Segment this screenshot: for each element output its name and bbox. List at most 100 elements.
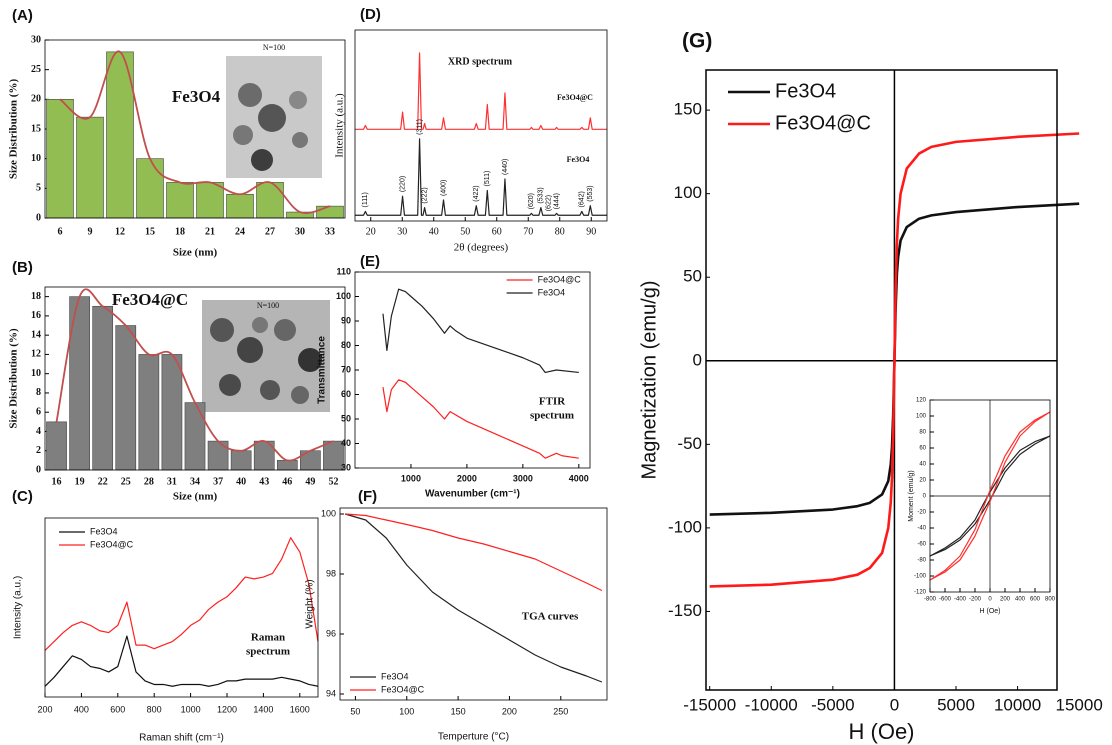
- series-line: [345, 513, 603, 592]
- panel: (F) Temperture (°C) Weight (%) 94 96 98 100 50 1…: [305, 488, 608, 743]
- y-tick-label: 0: [923, 494, 927, 500]
- peak-label: (553): [587, 185, 594, 201]
- x-tick-label: 15: [145, 226, 155, 237]
- x-tick-label: 250: [553, 706, 568, 716]
- peak-label: (222): [421, 187, 428, 203]
- bar: [138, 354, 160, 471]
- x-tick-label: 10000: [994, 695, 1041, 714]
- x-tick-label: 400: [74, 704, 89, 714]
- panel: (A) Size (nm) Size Distribution (%) 0 5 10 15 2…: [8, 7, 346, 259]
- y-tick-label: -20: [917, 510, 926, 516]
- peak-label: (111): [362, 192, 369, 207]
- bar: [184, 402, 206, 471]
- bar: [92, 305, 114, 471]
- bar: [115, 325, 137, 471]
- peak-label: (440): [502, 159, 509, 175]
- y-tick-label: 100: [321, 508, 336, 518]
- inset-image: [226, 56, 322, 178]
- annotation: spectrum: [530, 410, 574, 422]
- peak-label: (620): [528, 193, 535, 209]
- x-tick-label: 19: [75, 476, 85, 487]
- x-tick-label: -5000: [811, 695, 854, 714]
- legend-label: Fe3O4: [90, 526, 118, 536]
- x-tick-label: 20: [366, 226, 376, 237]
- x-tick-label: 52: [328, 476, 338, 487]
- x-tick-label: 15000: [1056, 695, 1103, 714]
- inset-image: [202, 300, 330, 412]
- bar: [230, 450, 252, 471]
- bar: [256, 182, 284, 219]
- x-tick-label: -15000: [683, 695, 736, 714]
- y-tick-label: 10: [31, 368, 41, 379]
- x-tick-label: -200: [969, 597, 982, 603]
- x-tick-label: 3000: [513, 473, 533, 483]
- y-tick-label: -50: [677, 434, 702, 453]
- bar: [106, 51, 134, 219]
- y-tick-label: 18: [31, 291, 41, 302]
- y-tick-label: 15: [31, 123, 41, 134]
- x-tick-label: 31: [167, 476, 177, 487]
- peak-label: (533): [538, 187, 545, 203]
- bar: [46, 99, 74, 219]
- bar: [207, 440, 229, 471]
- y-axis-label: Size Distribution (%): [8, 79, 20, 180]
- y-tick-label: -40: [917, 526, 926, 532]
- x-tick-label: 22: [98, 476, 108, 487]
- series-line: [355, 138, 607, 216]
- y-tick-label: 0: [36, 212, 41, 223]
- peak-label: (444): [553, 193, 560, 209]
- legend-label: Fe3O4@C: [538, 274, 582, 284]
- legend-label: Fe3O4@C: [381, 684, 425, 694]
- legend-label: Fe3O4@C: [557, 93, 593, 102]
- y-tick-label: 50: [341, 413, 351, 423]
- x-tick-label: 50: [350, 706, 360, 716]
- peak-label: (422): [473, 185, 480, 201]
- fit-curve: [55, 288, 334, 462]
- x-tick-label: 25: [121, 476, 131, 487]
- y-tick-label: 0: [693, 350, 702, 369]
- x-tick-label: 200: [502, 706, 517, 716]
- panel-label: (E): [360, 253, 380, 270]
- series-line: [709, 132, 1080, 588]
- x-axis-label: H (Oe): [980, 608, 1001, 615]
- x-tick-label: 2000: [457, 473, 477, 483]
- y-tick-label: -60: [917, 542, 926, 548]
- x-tick-label: 16: [52, 476, 62, 487]
- y-axis-label: Size Distribution (%): [8, 328, 20, 429]
- x-axis-label: Size (nm): [173, 491, 218, 503]
- x-tick-label: 24: [235, 226, 245, 237]
- plot-frame: [44, 517, 319, 698]
- y-axis-label: Intensity (a.u.): [13, 576, 24, 639]
- annotation: Fe3O4@C: [112, 290, 188, 309]
- x-tick-label: 50: [460, 226, 470, 237]
- y-tick-label: 20: [919, 478, 926, 484]
- inset-title: N=100: [263, 43, 285, 52]
- x-axis-label: H (Oe): [849, 719, 915, 744]
- y-tick-label: 40: [919, 462, 926, 468]
- x-tick-label: 18: [175, 226, 185, 237]
- x-tick-label: 28: [144, 476, 154, 487]
- x-tick-label: 37: [213, 476, 223, 487]
- x-tick-label: -800: [924, 597, 937, 603]
- y-tick-label: 50: [683, 267, 702, 286]
- y-tick-label: -80: [917, 558, 926, 564]
- y-tick-label: 98: [326, 568, 336, 578]
- panel: (B)Size (nm)Size Distribution (%)0246810…: [8, 259, 346, 503]
- panel-label: (G): [682, 30, 712, 53]
- x-tick-label: 43: [259, 476, 269, 487]
- legend-label: Fe3O4@C: [775, 112, 871, 134]
- legend-label: Fe3O4: [381, 671, 409, 681]
- plot-frame: [705, 69, 1058, 691]
- y-tick-label: 12: [31, 349, 41, 360]
- y-tick-label: 6: [36, 407, 41, 418]
- x-tick-label: 49: [305, 476, 315, 487]
- panel: (D) 2θ (degrees) Intensity (a.u.) 20 30 40 50 6…: [334, 6, 608, 254]
- x-tick-label: 400: [1015, 597, 1026, 603]
- x-tick-label: 200: [1000, 597, 1011, 603]
- x-tick-label: 150: [451, 706, 466, 716]
- x-tick-label: 200: [37, 704, 52, 714]
- x-tick-label: 12: [115, 226, 125, 237]
- x-axis-label: Size (nm): [173, 247, 218, 259]
